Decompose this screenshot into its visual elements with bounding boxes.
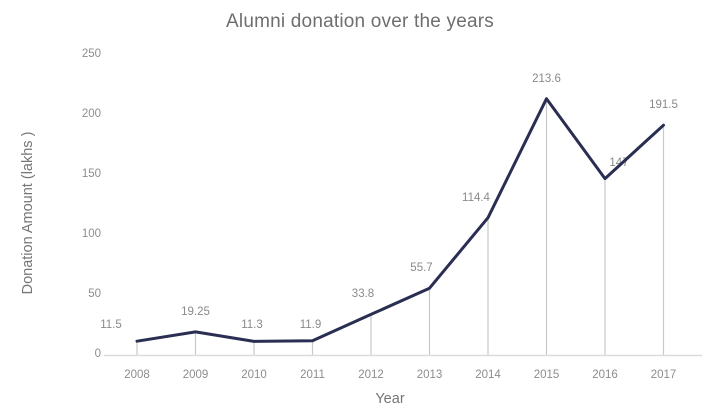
point-value-label: 191.5 [649, 99, 678, 112]
point-value-label: 55.7 [410, 262, 433, 275]
x-tick-label: 2010 [241, 369, 267, 381]
x-tick-label: 2011 [300, 369, 325, 381]
data-series-line [135, 97, 665, 343]
chart-title: Alumni donation over the years [226, 11, 494, 32]
x-tick-label: 2012 [358, 369, 384, 381]
point-value-label: 11.5 [100, 319, 122, 332]
x-tick-label: 2009 [182, 369, 209, 381]
x-tick-label: 2008 [124, 369, 150, 381]
point-value-label: 213.6 [532, 72, 561, 85]
y-tick-label: 50 [88, 288, 101, 300]
x-tick-label: 2015 [533, 369, 560, 381]
point-value-label: 19.25 [181, 305, 210, 318]
point-value-label: 33.8 [351, 288, 375, 301]
x-tick-label: 2014 [475, 369, 501, 381]
x-tick-label: 2016 [592, 369, 618, 381]
x-axis-title: Year [375, 391, 405, 407]
drop-lines-group [136, 98, 665, 355]
point-value-label: 11.3 [241, 319, 263, 332]
y-tick-label: 150 [81, 168, 101, 180]
point-value-label: 114.4 [462, 191, 490, 204]
y-tick-label: 250 [81, 48, 101, 60]
y-tick-label: 0 [94, 348, 101, 360]
x-tick-label: 2017 [650, 369, 677, 381]
y-tick-label: 100 [81, 228, 101, 240]
x-tick-label: 2013 [416, 369, 443, 381]
point-value-label: 11.9 [299, 318, 322, 331]
y-tick-label: 200 [81, 108, 101, 120]
